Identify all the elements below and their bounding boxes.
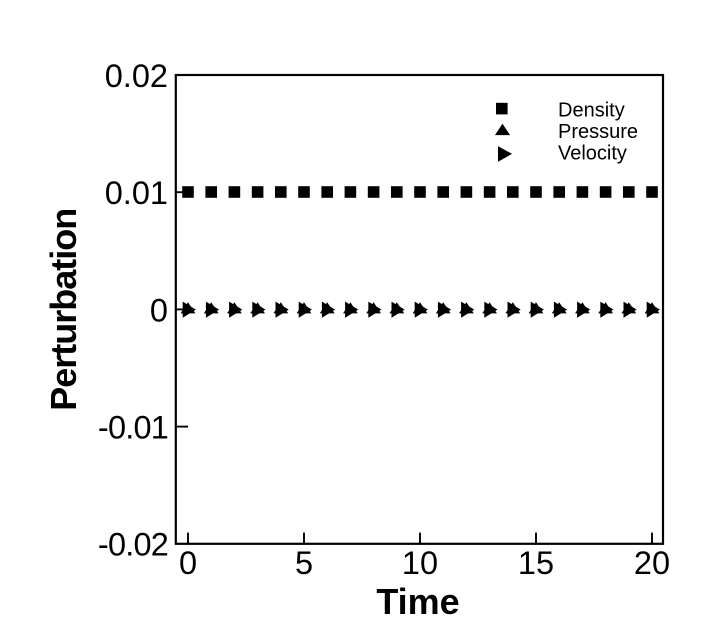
svg-text:-0.02: -0.02 bbox=[98, 527, 168, 563]
svg-text:0.01: 0.01 bbox=[105, 175, 168, 211]
svg-text:Pressure: Pressure bbox=[558, 121, 638, 143]
svg-text:0: 0 bbox=[179, 545, 197, 581]
svg-text:0: 0 bbox=[150, 292, 168, 328]
svg-text:0.02: 0.02 bbox=[105, 58, 168, 94]
svg-text:20: 20 bbox=[634, 545, 670, 581]
svg-text:Density: Density bbox=[558, 100, 625, 122]
svg-text:-0.01: -0.01 bbox=[98, 409, 168, 445]
svg-text:Perturbation: Perturbation bbox=[43, 209, 84, 411]
svg-text:Time: Time bbox=[376, 581, 459, 622]
svg-text:15: 15 bbox=[518, 545, 554, 581]
svg-text:10: 10 bbox=[402, 545, 438, 581]
svg-text:5: 5 bbox=[295, 545, 313, 581]
svg-text:Velocity: Velocity bbox=[558, 143, 627, 165]
